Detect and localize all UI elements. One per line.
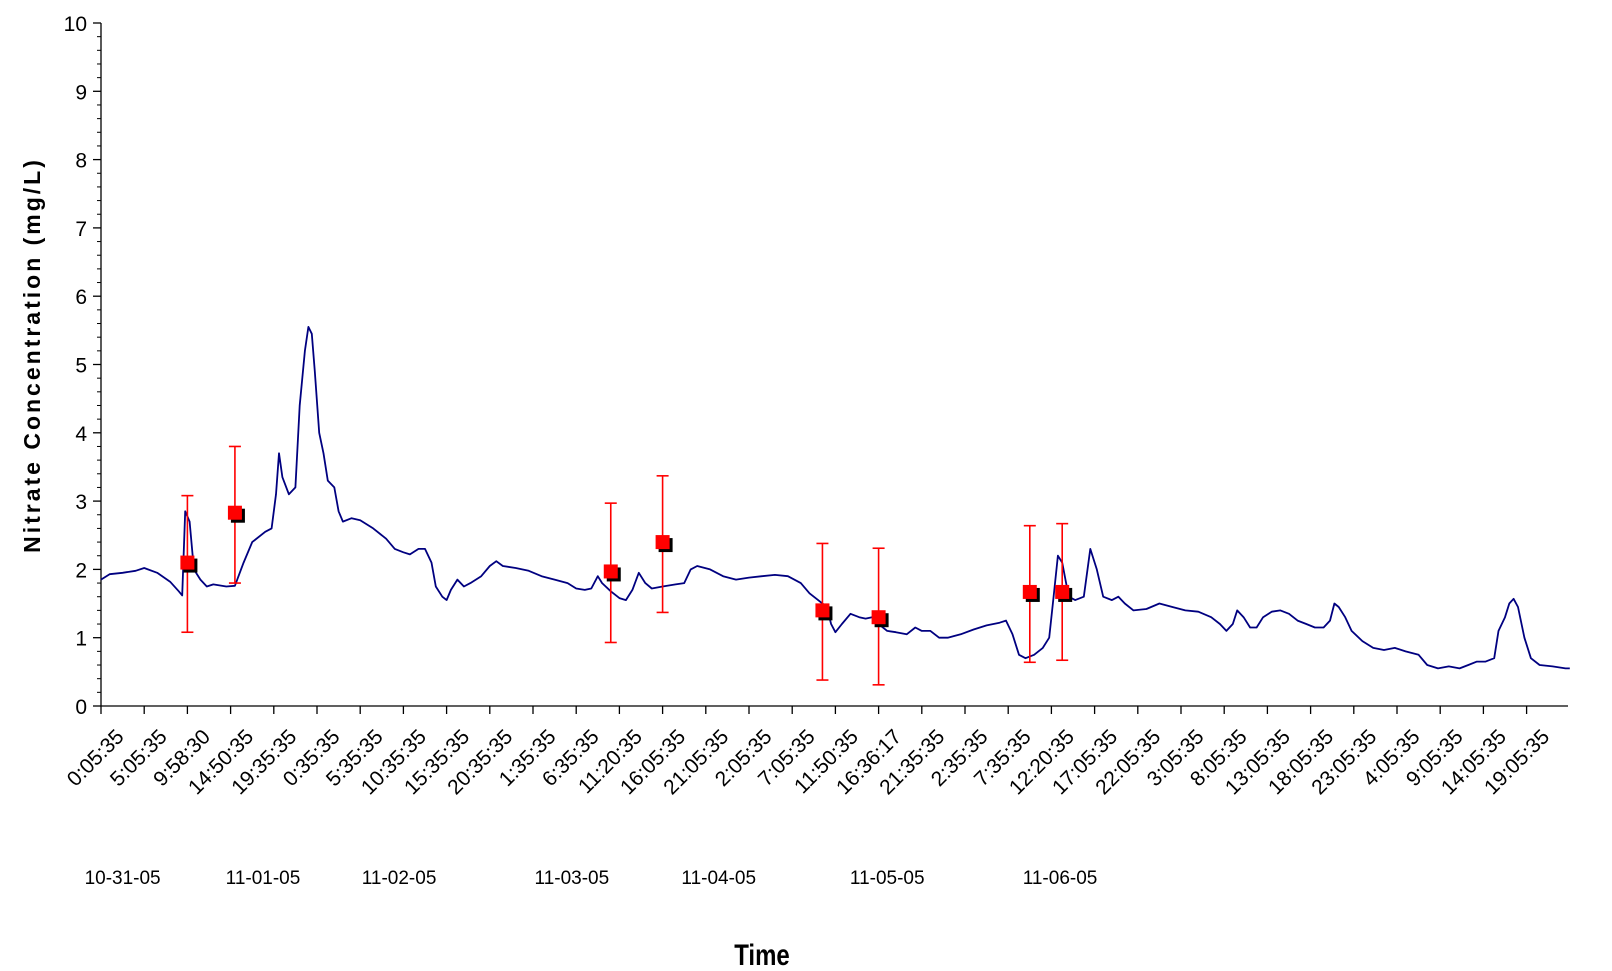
sample-marker — [1055, 584, 1070, 599]
date-label: 11-05-05 — [850, 868, 925, 889]
y-tick-label: 4 — [75, 423, 87, 446]
sample-point — [227, 445, 245, 584]
nitrate-line-path — [100, 326, 1570, 670]
y-tick-label: 6 — [75, 286, 87, 309]
sample-marker — [227, 505, 242, 520]
date-label: 11-01-05 — [226, 868, 301, 889]
sample-marker — [180, 555, 195, 570]
sample-series — [180, 445, 1073, 686]
y-tick-label: 7 — [75, 218, 87, 241]
sample-point — [871, 547, 889, 686]
y-tick-label: 8 — [75, 150, 87, 173]
y-axis-title: Nitrate Concentration (mg/L) — [19, 157, 45, 553]
sample-point — [1055, 522, 1073, 662]
y-tick-label: 10 — [64, 13, 87, 36]
sample-point — [815, 542, 833, 681]
y-tick-label: 3 — [75, 491, 87, 514]
nitrate-series-line — [100, 326, 1570, 670]
y-tick-label: 2 — [75, 559, 87, 582]
date-label: 10-31-05 — [85, 868, 161, 889]
y-tick-label: 9 — [75, 81, 87, 104]
sample-point — [180, 494, 198, 634]
sample-marker — [871, 610, 886, 625]
x-axis-title: Time — [734, 937, 790, 971]
date-label: 11-06-05 — [1023, 868, 1098, 889]
sample-point — [1022, 524, 1040, 664]
sample-point — [655, 475, 673, 614]
sample-point — [603, 502, 621, 644]
sample-marker — [603, 564, 618, 579]
y-axis: 0 1 2 3 4 5 6 7 8 9 10 — [64, 13, 102, 719]
x-axis: 0:05:355:05:359:58:3014:50:3519:35:350:3… — [63, 705, 1568, 889]
date-label: 11-02-05 — [362, 868, 437, 889]
sample-marker — [655, 535, 670, 550]
y-tick-label: 1 — [75, 628, 87, 651]
y-tick-label: 5 — [75, 355, 87, 378]
sample-marker — [1022, 584, 1037, 599]
date-label: 11-03-05 — [535, 868, 610, 889]
y-tick-label: 0 — [75, 696, 87, 719]
date-label: 11-04-05 — [681, 868, 756, 889]
sample-marker — [815, 603, 830, 618]
